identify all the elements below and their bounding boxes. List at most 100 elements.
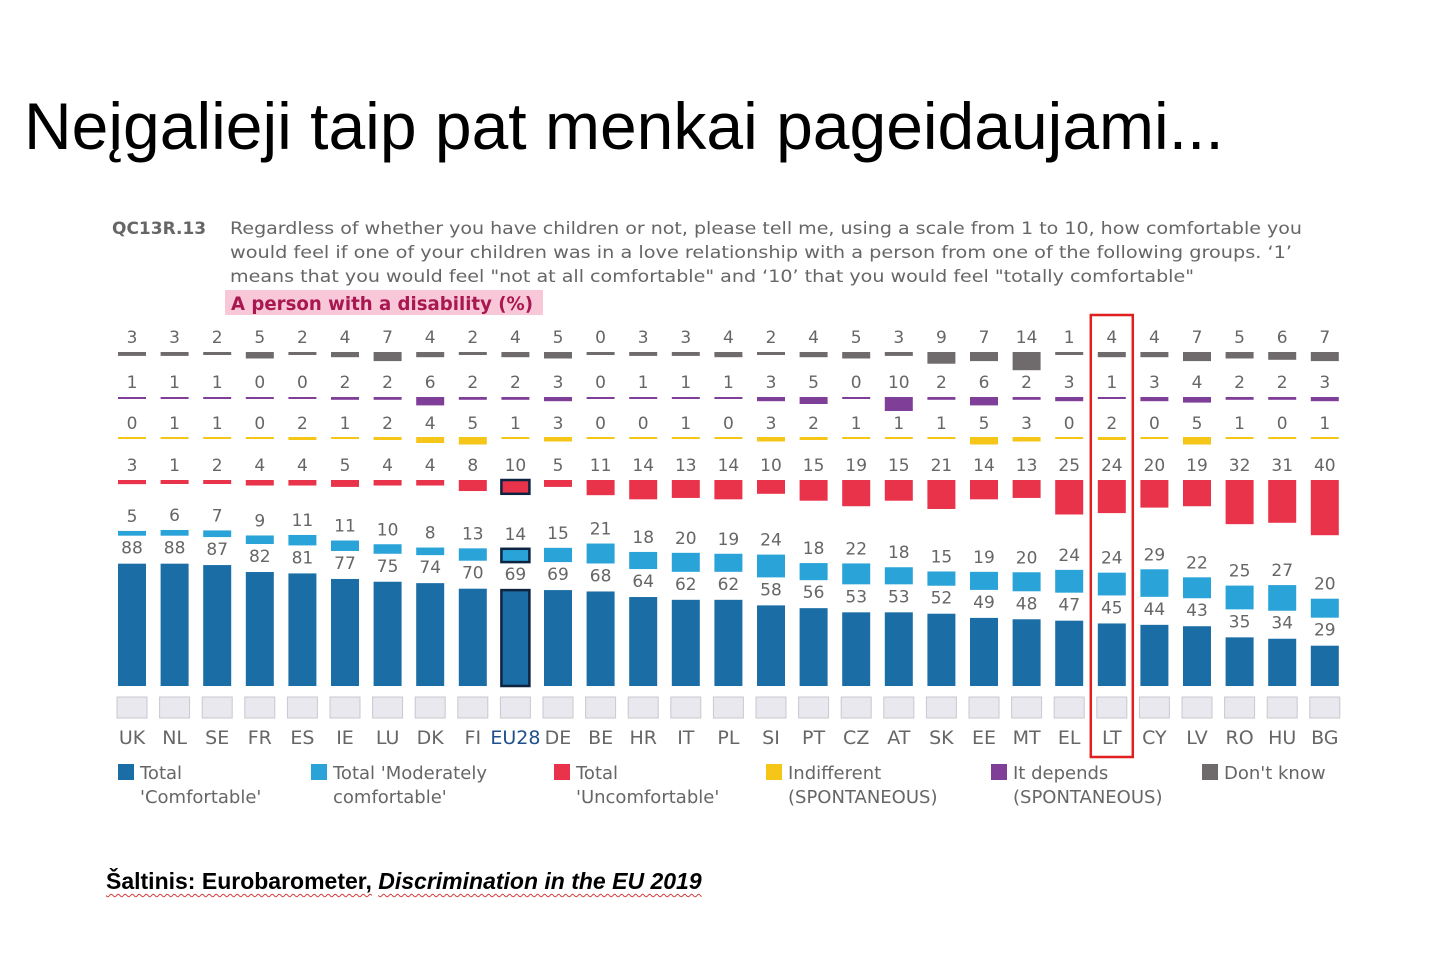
label-uncomfortable-BG: 40: [1314, 456, 1336, 476]
bar-indifferent-IT: [671, 437, 700, 439]
label-dont-know-CZ: 5: [851, 328, 862, 348]
bar-comfortable-AT: [884, 612, 913, 686]
label-indifferent-BE: 0: [595, 414, 606, 434]
label-it-depends-FI: 2: [467, 373, 478, 393]
label-moderately-CY: 29: [1144, 545, 1166, 565]
label-comfortable-BE: 68: [590, 566, 612, 586]
category-label-RO: RO: [1226, 727, 1254, 749]
bar-uncomfortable-BE: [586, 480, 615, 496]
bar-indifferent-DE: [544, 437, 572, 442]
label-comfortable-FR: 82: [249, 547, 271, 567]
flag-CZ-icon: [840, 696, 872, 719]
bar-moderately-ES: [288, 534, 317, 546]
label-moderately-FI: 13: [462, 524, 484, 544]
bar-indifferent-SI: [757, 437, 785, 442]
bar-indifferent-FR: [245, 437, 274, 439]
label-moderately-LU: 10: [377, 520, 399, 540]
bar-comfortable-HU: [1268, 638, 1297, 686]
label-moderately-AT: 18: [888, 543, 910, 563]
label-indifferent-FI: 5: [467, 414, 478, 434]
flag-BG-icon: [1309, 696, 1341, 719]
bar-uncomfortable-ES: [288, 480, 317, 486]
bar-indifferent-EE: [970, 437, 998, 445]
label-comfortable-LU: 75: [377, 557, 399, 577]
bar-it-depends-SK: [927, 397, 956, 400]
label-it-depends-EE: 6: [979, 373, 990, 393]
bar-uncomfortable-DK: [416, 480, 445, 486]
bar-dont-know-RO: [1225, 352, 1254, 359]
label-uncomfortable-IT: 13: [675, 456, 697, 476]
flag-RO-icon: [1224, 696, 1256, 719]
category-label-CY: CY: [1142, 727, 1167, 749]
flag-DK-icon: [414, 696, 446, 719]
flag-EL-icon: [1053, 696, 1085, 719]
category-label-ES: ES: [290, 727, 314, 749]
bar-moderately-LU: [373, 544, 402, 554]
label-uncomfortable-HR: 14: [632, 456, 654, 476]
bar-moderately-FI: [458, 548, 487, 561]
bar-moderately-PT: [799, 563, 828, 581]
label-uncomfortable-PL: 14: [718, 456, 740, 476]
bar-comfortable-IT: [671, 599, 700, 686]
flag-LT-icon: [1096, 696, 1128, 719]
source-citation: Šaltinis: Eurobarometer, Discrimination …: [106, 868, 702, 895]
category-label-EU28: EU28: [490, 727, 540, 749]
label-dont-know-IE: 4: [340, 328, 351, 348]
label-it-depends-RO: 2: [1234, 373, 1245, 393]
label-dont-know-CY: 4: [1149, 328, 1160, 348]
flag-HU-icon: [1266, 696, 1298, 719]
label-comfortable-PT: 56: [803, 583, 825, 603]
label-uncomfortable-SE: 2: [212, 456, 223, 476]
label-it-depends-LT: 1: [1106, 373, 1117, 393]
label-comfortable-LT: 45: [1101, 598, 1123, 618]
bar-uncomfortable-UK: [118, 480, 146, 485]
label-moderately-DK: 8: [425, 524, 436, 544]
bar-indifferent-BG: [1310, 437, 1339, 439]
flag-IT-icon: [670, 696, 702, 719]
bar-moderately-UK: [118, 530, 146, 536]
bar-dont-know-DK: [416, 352, 445, 358]
bar-moderately-HU: [1268, 585, 1297, 611]
label-it-depends-FR: 0: [254, 373, 265, 393]
bar-moderately-HR: [629, 551, 658, 570]
label-uncomfortable-EE: 14: [973, 456, 995, 476]
legend-label-line2-2: 'Uncomfortable': [576, 787, 719, 808]
label-uncomfortable-HU: 31: [1271, 456, 1293, 476]
bar-moderately-EL: [1055, 569, 1084, 593]
label-it-depends-SE: 1: [212, 373, 223, 393]
bar-it-depends-FI: [458, 397, 487, 400]
bar-indifferent-HU: [1268, 437, 1297, 439]
flag-HR-icon: [627, 696, 659, 719]
category-label-HU: HU: [1268, 727, 1296, 749]
label-uncomfortable-FR: 4: [254, 456, 265, 476]
source-title: Discrimination in the EU 2019: [378, 868, 702, 894]
label-uncomfortable-ES: 4: [297, 456, 308, 476]
bar-moderately-IE: [331, 540, 359, 551]
label-comfortable-IE: 77: [334, 554, 356, 574]
label-indifferent-PL: 0: [723, 414, 734, 434]
bar-uncomfortable-EU28: [500, 478, 531, 496]
bar-uncomfortable-MT: [1012, 480, 1041, 498]
bar-uncomfortable-RO: [1225, 480, 1254, 525]
label-uncomfortable-SK: 21: [931, 456, 953, 476]
bar-uncomfortable-BG: [1310, 480, 1339, 536]
bar-comfortable-SI: [757, 605, 785, 686]
flag-UK-icon: [116, 696, 148, 719]
label-dont-know-RO: 5: [1234, 328, 1245, 348]
label-it-depends-IE: 2: [340, 373, 351, 393]
label-uncomfortable-MT: 13: [1016, 456, 1038, 476]
bar-uncomfortable-FI: [458, 480, 487, 492]
label-moderately-SK: 15: [931, 547, 953, 567]
legend-label-0: Total: [139, 763, 182, 784]
bar-it-depends-LV: [1183, 397, 1211, 403]
chart-subtitle: A person with a disability (%): [231, 293, 533, 315]
label-comfortable-BG: 29: [1314, 621, 1336, 641]
flag-CY-icon: [1138, 696, 1170, 719]
bar-comfortable-LT: [1097, 623, 1126, 686]
bar-moderately-RO: [1225, 585, 1254, 610]
bar-it-depends-IT: [671, 397, 700, 399]
label-moderately-MT: 20: [1016, 548, 1038, 568]
bar-indifferent-CY: [1140, 437, 1169, 439]
category-label-BG: BG: [1311, 727, 1338, 749]
bar-dont-know-HU: [1268, 352, 1297, 360]
